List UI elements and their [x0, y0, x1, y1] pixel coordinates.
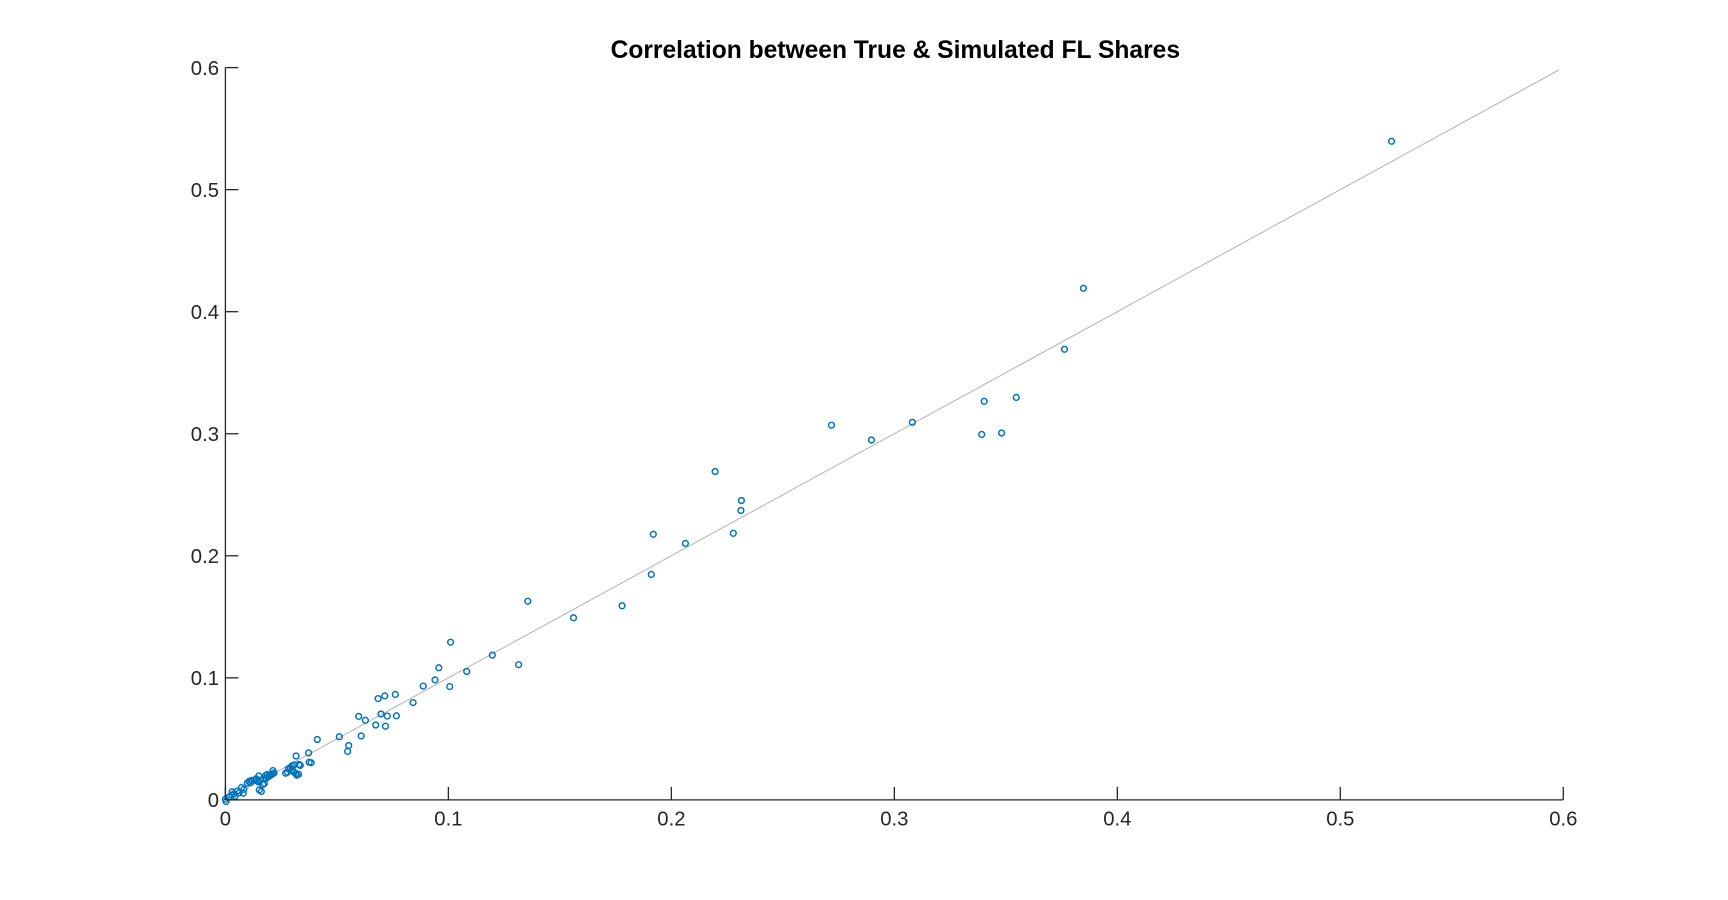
svg-text:0.6: 0.6 — [1549, 808, 1577, 830]
svg-text:0.1: 0.1 — [191, 668, 219, 690]
svg-text:0.2: 0.2 — [191, 546, 219, 568]
svg-text:0.4: 0.4 — [1103, 808, 1131, 830]
svg-text:0.3: 0.3 — [880, 808, 908, 830]
svg-text:0: 0 — [220, 808, 231, 830]
svg-text:0.6: 0.6 — [191, 58, 219, 80]
svg-text:0.3: 0.3 — [191, 424, 219, 446]
svg-text:0.1: 0.1 — [434, 808, 462, 830]
svg-text:0.5: 0.5 — [1326, 808, 1354, 830]
svg-text:0: 0 — [208, 790, 219, 812]
svg-text:0.2: 0.2 — [657, 808, 685, 830]
svg-text:Correlation between True & Sim: Correlation between True & Simulated FL … — [611, 37, 1180, 64]
svg-text:0.4: 0.4 — [191, 302, 219, 324]
svg-text:0.5: 0.5 — [191, 180, 219, 202]
